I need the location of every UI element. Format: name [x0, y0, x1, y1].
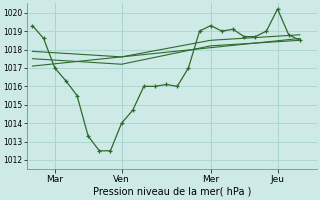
X-axis label: Pression niveau de la mer( hPa ): Pression niveau de la mer( hPa ): [92, 187, 251, 197]
